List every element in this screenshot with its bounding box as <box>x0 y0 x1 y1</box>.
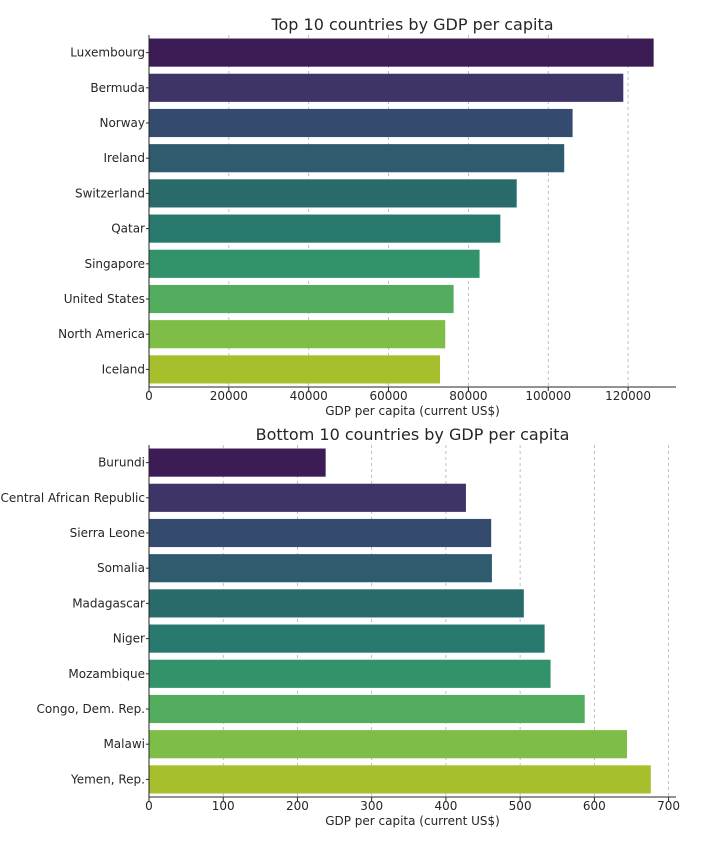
chart-title: Bottom 10 countries by GDP per capita <box>256 425 570 444</box>
category-label: Mozambique <box>68 667 145 681</box>
x-tick-label: 700 <box>657 799 680 813</box>
bar <box>149 694 585 724</box>
x-tick-label: 100 <box>212 799 235 813</box>
category-label: Luxembourg <box>70 46 145 60</box>
bar <box>149 659 551 688</box>
category-label: Madagascar <box>72 596 145 610</box>
category-label: Bermuda <box>90 81 145 95</box>
x-tick-label: 400 <box>434 799 457 813</box>
x-tick-label: 500 <box>509 799 532 813</box>
x-tick-label: 120000 <box>605 389 651 403</box>
x-tick-label: 0 <box>145 799 153 813</box>
bar <box>149 320 446 349</box>
bar <box>149 284 454 314</box>
category-label: Qatar <box>111 222 145 236</box>
x-tick-label: 20000 <box>210 389 248 403</box>
x-tick-label: 0 <box>145 389 153 403</box>
category-label: Singapore <box>84 257 145 271</box>
category-label: Burundi <box>98 456 145 470</box>
chart-2: Burundi Central African Republic Sierra Le… <box>1 425 680 828</box>
bar <box>149 624 545 653</box>
bar <box>149 730 628 759</box>
bar <box>149 448 326 477</box>
x-axis-label: GDP per capita (current US$) <box>325 814 500 828</box>
x-tick-label: 40000 <box>290 389 328 403</box>
x-tick-label: 100000 <box>525 389 571 403</box>
bar <box>149 38 654 67</box>
bar <box>149 518 492 548</box>
category-label: Norway <box>99 116 145 130</box>
bar <box>149 355 441 384</box>
x-axis-label: GDP per capita (current US$) <box>325 404 500 418</box>
bar <box>149 589 524 618</box>
category-label: Malawi <box>103 737 145 751</box>
bar <box>149 554 492 583</box>
chart-1: Luxembourg Bermuda Norway Ireland Switzerlan… <box>58 15 676 418</box>
x-tick-label: 300 <box>360 799 383 813</box>
bar <box>149 765 651 794</box>
bar <box>149 483 466 512</box>
x-tick-label: 200 <box>286 799 309 813</box>
category-label: United States <box>64 292 145 306</box>
category-label: Central African Republic <box>1 491 145 505</box>
category-label: Sierra Leone <box>70 526 145 540</box>
category-label: Yemen, Rep. <box>70 772 145 786</box>
bar <box>149 73 624 102</box>
category-label: North America <box>58 327 145 341</box>
bar <box>149 214 501 243</box>
category-label: Ireland <box>103 151 145 165</box>
category-label: Switzerland <box>75 186 145 200</box>
x-tick-label: 60000 <box>369 389 407 403</box>
x-tick-label: 600 <box>583 799 606 813</box>
x-tick-label: 80000 <box>449 389 487 403</box>
bar <box>149 249 480 278</box>
bar <box>149 144 565 173</box>
category-label: Iceland <box>102 362 145 376</box>
category-label: Somalia <box>97 561 145 575</box>
category-label: Niger <box>113 632 145 646</box>
chart-title: Top 10 countries by GDP per capita <box>270 15 553 34</box>
bar <box>149 179 517 208</box>
category-label: Congo, Dem. Rep. <box>37 702 145 716</box>
bar <box>149 108 573 138</box>
